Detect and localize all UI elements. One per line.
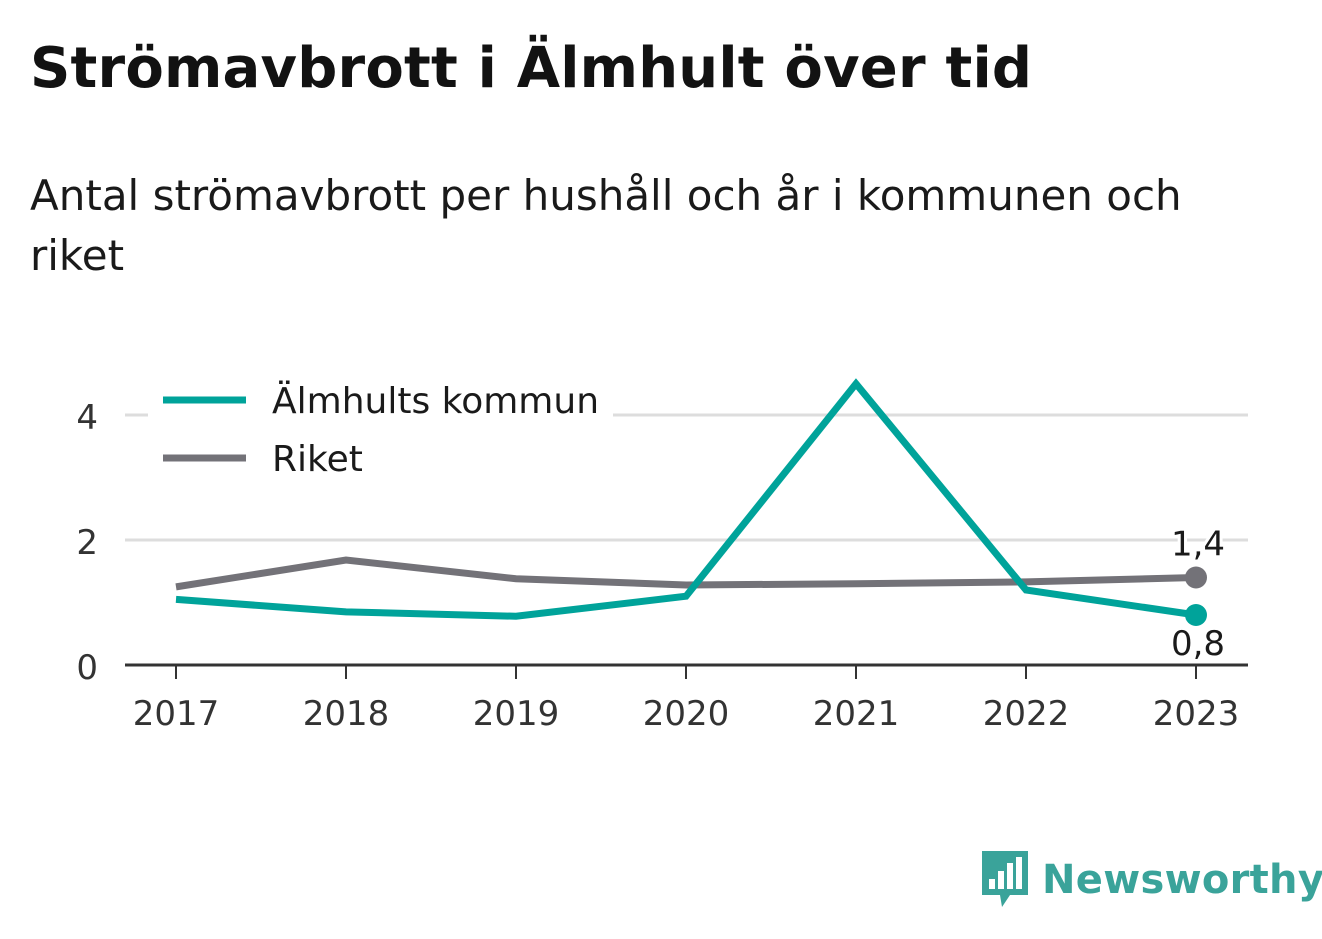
series-lines — [175, 378, 1207, 626]
data-point — [1185, 566, 1207, 589]
end-labels: 0,8 1,4 — [1168, 522, 1228, 668]
data-point — [1185, 604, 1207, 626]
series-line-almhult — [175, 378, 1197, 620]
x-axis-ticks: 2017 2018 2019 2020 2021 2022 2023 — [133, 665, 1240, 734]
legend-label: Älmhults kommun — [272, 380, 599, 422]
chart-title: Strömavbrott i Älmhult över tid — [30, 36, 1033, 101]
end-label-riket: 1,4 — [1171, 525, 1225, 565]
end-label-almhult: 0,8 — [1171, 624, 1225, 664]
x-tick-label: 2022 — [983, 694, 1070, 734]
y-tick-label: 4 — [76, 398, 98, 438]
legend: Älmhults kommun Riket — [148, 372, 613, 490]
chart-subtitle: Antal strömavbrott per hushåll och år i … — [30, 171, 1182, 280]
newsworthy-logo[interactable]: Newsworthy — [980, 848, 1322, 912]
series-line-riket — [175, 556, 1197, 591]
bar-chart-bubble-icon — [982, 851, 1028, 907]
legend-label: Riket — [272, 439, 363, 480]
brand-name: Newsworthy — [1042, 857, 1322, 903]
y-axis-ticks: 0 2 4 — [76, 398, 98, 688]
x-tick-label: 2021 — [813, 694, 900, 734]
y-tick-label: 2 — [76, 523, 98, 563]
x-tick-label: 2018 — [303, 694, 390, 734]
x-tick-label: 2019 — [473, 694, 560, 734]
x-tick-label: 2017 — [133, 694, 220, 734]
legend-background — [148, 372, 613, 490]
x-tick-label: 2023 — [1153, 694, 1240, 734]
x-tick-label: 2020 — [643, 694, 730, 734]
y-tick-label: 0 — [76, 648, 98, 688]
